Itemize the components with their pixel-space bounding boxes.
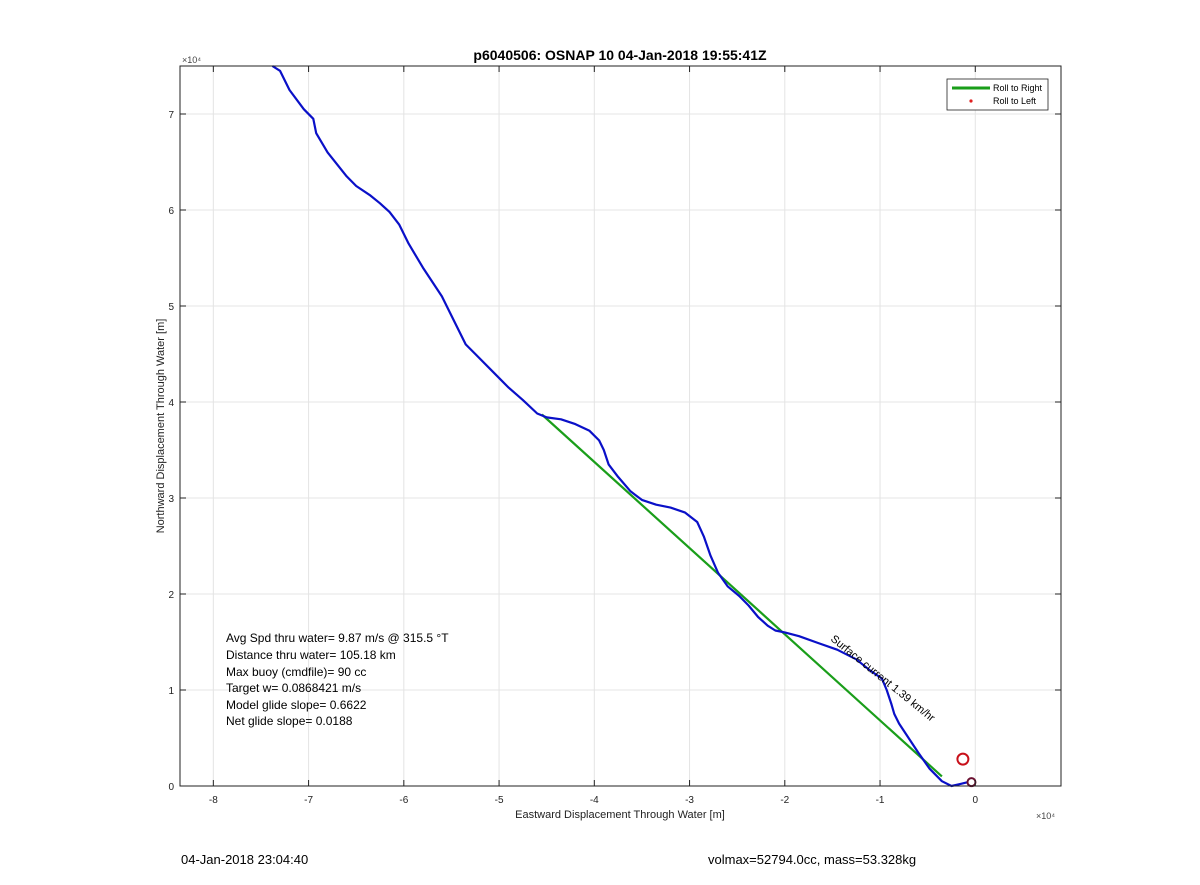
track-series bbox=[271, 65, 968, 788]
y-axis-label: Northward Displacement Through Water [m] bbox=[155, 319, 167, 534]
y-tick-label-5: 5 bbox=[168, 302, 174, 313]
legend-box bbox=[946, 78, 1049, 111]
x-tick-label-7: -1 bbox=[876, 795, 885, 806]
grid-lines bbox=[180, 66, 1061, 787]
x-tick-label-6: -2 bbox=[780, 795, 789, 806]
y-tick-label-0: 0 bbox=[168, 782, 174, 793]
y-ticks: 0 1 2 3 4 5 6 7 bbox=[168, 110, 1061, 793]
surface-marker-0 bbox=[956, 752, 970, 766]
legend-roll-right-label: Roll to Right bbox=[993, 83, 1043, 93]
y-exponent-label: ×10⁴ bbox=[182, 55, 201, 65]
legend-roll-left-swatch bbox=[969, 99, 973, 103]
x-tick-label-2: -6 bbox=[399, 795, 408, 806]
y-tick-label-7: 7 bbox=[168, 110, 174, 121]
stat-distance: Distance thru water= 105.18 km bbox=[226, 648, 396, 662]
x-tick-label-8: 0 bbox=[972, 795, 978, 806]
x-tick-label-4: -4 bbox=[590, 795, 599, 806]
stat-avg-speed: Avg Spd thru water= 9.87 m/s @ 315.5 °T bbox=[226, 631, 449, 645]
x-tick-label-3: -5 bbox=[495, 795, 504, 806]
x-ticks: -8 -7 -6 -5 -4 -3 -2 -1 0 bbox=[209, 66, 978, 806]
markers bbox=[956, 752, 977, 788]
stat-target-w: Target w= 0.0868421 m/s bbox=[226, 681, 361, 695]
footer-volmax-mass: volmax=52794.0cc, mass=53.328kg bbox=[708, 852, 917, 867]
x-axis-label: Eastward Displacement Through Water [m] bbox=[515, 809, 725, 821]
y-tick-label-2: 2 bbox=[168, 590, 174, 601]
legend: Roll to Right Roll to Left bbox=[946, 78, 1049, 111]
stat-max-buoy: Max buoy (cmdfile)= 90 cc bbox=[226, 665, 366, 679]
track-line bbox=[271, 65, 968, 788]
track-end-marker bbox=[966, 777, 977, 788]
y-tick-label-6: 6 bbox=[168, 206, 174, 217]
y-tick-label-4: 4 bbox=[168, 398, 174, 409]
x-tick-label-5: -3 bbox=[685, 795, 694, 806]
y-tick-label-1: 1 bbox=[168, 686, 174, 697]
y-tick-label-3: 3 bbox=[168, 494, 174, 505]
footer-timestamp: 04-Jan-2018 23:04:40 bbox=[181, 852, 309, 867]
x-exponent-label: ×10⁴ bbox=[1036, 811, 1055, 821]
legend-roll-left-label: Roll to Left bbox=[993, 96, 1037, 106]
axes-frame bbox=[179, 65, 1062, 787]
stat-net-glide: Net glide slope= 0.0188 bbox=[226, 714, 353, 728]
chart-title: p6040506: OSNAP 10 04-Jan-2018 19:55:41Z bbox=[473, 47, 767, 63]
surface-current-label: Surface current 1.39 km/hr bbox=[828, 633, 937, 724]
x-tick-label-0: -8 bbox=[209, 795, 218, 806]
stat-model-glide: Model glide slope= 0.6622 bbox=[226, 698, 367, 712]
roll-to-right-line bbox=[541, 413, 943, 778]
stats-annotations: Avg Spd thru water= 9.87 m/s @ 315.5 °T … bbox=[226, 631, 449, 728]
roll-to-right-series bbox=[541, 413, 943, 778]
x-tick-label-1: -7 bbox=[304, 795, 313, 806]
